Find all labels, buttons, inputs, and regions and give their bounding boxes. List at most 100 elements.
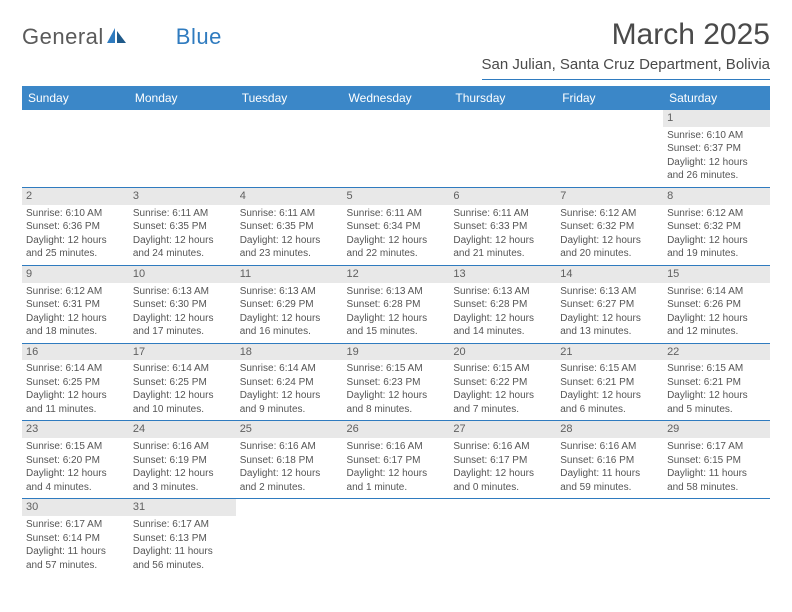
weekday-header: Wednesday — [343, 86, 450, 110]
calendar-cell: 30Sunrise: 6:17 AMSunset: 6:14 PMDayligh… — [22, 499, 129, 576]
daylight-text: and 1 minute. — [347, 481, 446, 495]
weekday-header: Thursday — [449, 86, 556, 110]
calendar-week-row: 23Sunrise: 6:15 AMSunset: 6:20 PMDayligh… — [22, 421, 770, 499]
sunrise-text: Sunrise: 6:11 AM — [133, 207, 232, 221]
day-number: 30 — [22, 499, 129, 516]
sunset-text: Sunset: 6:21 PM — [560, 376, 659, 390]
sunrise-text: Sunrise: 6:15 AM — [347, 362, 446, 376]
sunrise-text: Sunrise: 6:14 AM — [240, 362, 339, 376]
daylight-text: Daylight: 12 hours — [133, 467, 232, 481]
logo-text-blue: Blue — [176, 24, 222, 50]
day-number: 4 — [236, 188, 343, 205]
calendar-cell: 28Sunrise: 6:16 AMSunset: 6:16 PMDayligh… — [556, 421, 663, 499]
calendar-week-row: 9Sunrise: 6:12 AMSunset: 6:31 PMDaylight… — [22, 265, 770, 343]
sunrise-text: Sunrise: 6:12 AM — [26, 285, 125, 299]
sunset-text: Sunset: 6:25 PM — [133, 376, 232, 390]
calendar-cell: 11Sunrise: 6:13 AMSunset: 6:29 PMDayligh… — [236, 265, 343, 343]
weekday-header-row: SundayMondayTuesdayWednesdayThursdayFrid… — [22, 86, 770, 110]
day-number: 19 — [343, 344, 450, 361]
daylight-text: Daylight: 12 hours — [453, 389, 552, 403]
weekday-header: Friday — [556, 86, 663, 110]
day-number: 16 — [22, 344, 129, 361]
daylight-text: and 20 minutes. — [560, 247, 659, 261]
day-number: 8 — [663, 188, 770, 205]
daylight-text: and 6 minutes. — [560, 403, 659, 417]
sunset-text: Sunset: 6:23 PM — [347, 376, 446, 390]
daylight-text: Daylight: 12 hours — [347, 312, 446, 326]
daylight-text: Daylight: 12 hours — [26, 389, 125, 403]
day-number: 13 — [449, 266, 556, 283]
calendar-cell — [449, 499, 556, 576]
daylight-text: Daylight: 12 hours — [133, 389, 232, 403]
daylight-text: Daylight: 12 hours — [560, 234, 659, 248]
sunrise-text: Sunrise: 6:10 AM — [26, 207, 125, 221]
weekday-header: Tuesday — [236, 86, 343, 110]
sunrise-text: Sunrise: 6:10 AM — [667, 129, 766, 143]
sunrise-text: Sunrise: 6:15 AM — [453, 362, 552, 376]
sunset-text: Sunset: 6:16 PM — [560, 454, 659, 468]
daylight-text: Daylight: 12 hours — [560, 312, 659, 326]
daylight-text: Daylight: 11 hours — [560, 467, 659, 481]
daylight-text: and 14 minutes. — [453, 325, 552, 339]
sunset-text: Sunset: 6:20 PM — [26, 454, 125, 468]
day-number: 25 — [236, 421, 343, 438]
day-number: 20 — [449, 344, 556, 361]
location-text: San Julian, Santa Cruz Department, Boliv… — [482, 56, 770, 80]
daylight-text: Daylight: 12 hours — [667, 389, 766, 403]
sunset-text: Sunset: 6:22 PM — [453, 376, 552, 390]
calendar-cell — [343, 110, 450, 187]
daylight-text: and 3 minutes. — [133, 481, 232, 495]
sunset-text: Sunset: 6:13 PM — [133, 532, 232, 546]
calendar-cell: 22Sunrise: 6:15 AMSunset: 6:21 PMDayligh… — [663, 343, 770, 421]
daylight-text: and 26 minutes. — [667, 169, 766, 183]
day-number: 29 — [663, 421, 770, 438]
calendar-cell: 14Sunrise: 6:13 AMSunset: 6:27 PMDayligh… — [556, 265, 663, 343]
daylight-text: Daylight: 12 hours — [240, 234, 339, 248]
sunrise-text: Sunrise: 6:15 AM — [26, 440, 125, 454]
day-number: 24 — [129, 421, 236, 438]
day-number: 3 — [129, 188, 236, 205]
daylight-text: and 59 minutes. — [560, 481, 659, 495]
calendar-cell: 12Sunrise: 6:13 AMSunset: 6:28 PMDayligh… — [343, 265, 450, 343]
day-number: 2 — [22, 188, 129, 205]
calendar-cell: 16Sunrise: 6:14 AMSunset: 6:25 PMDayligh… — [22, 343, 129, 421]
daylight-text: Daylight: 12 hours — [240, 389, 339, 403]
daylight-text: and 56 minutes. — [133, 559, 232, 573]
daylight-text: and 58 minutes. — [667, 481, 766, 495]
calendar-cell: 15Sunrise: 6:14 AMSunset: 6:26 PMDayligh… — [663, 265, 770, 343]
calendar-cell — [236, 499, 343, 576]
day-number: 6 — [449, 188, 556, 205]
calendar-cell: 25Sunrise: 6:16 AMSunset: 6:18 PMDayligh… — [236, 421, 343, 499]
calendar-cell: 3Sunrise: 6:11 AMSunset: 6:35 PMDaylight… — [129, 187, 236, 265]
day-number: 11 — [236, 266, 343, 283]
weekday-header: Saturday — [663, 86, 770, 110]
weekday-header: Sunday — [22, 86, 129, 110]
calendar-cell: 31Sunrise: 6:17 AMSunset: 6:13 PMDayligh… — [129, 499, 236, 576]
daylight-text: and 16 minutes. — [240, 325, 339, 339]
daylight-text: and 13 minutes. — [560, 325, 659, 339]
calendar-cell — [556, 110, 663, 187]
sunrise-text: Sunrise: 6:16 AM — [240, 440, 339, 454]
calendar-cell: 9Sunrise: 6:12 AMSunset: 6:31 PMDaylight… — [22, 265, 129, 343]
sunrise-text: Sunrise: 6:16 AM — [347, 440, 446, 454]
daylight-text: Daylight: 12 hours — [667, 234, 766, 248]
daylight-text: Daylight: 12 hours — [26, 312, 125, 326]
daylight-text: and 5 minutes. — [667, 403, 766, 417]
day-number: 14 — [556, 266, 663, 283]
daylight-text: and 18 minutes. — [26, 325, 125, 339]
daylight-text: and 4 minutes. — [26, 481, 125, 495]
sunset-text: Sunset: 6:25 PM — [26, 376, 125, 390]
calendar-table: SundayMondayTuesdayWednesdayThursdayFrid… — [22, 86, 770, 576]
daylight-text: Daylight: 12 hours — [133, 234, 232, 248]
day-number: 22 — [663, 344, 770, 361]
daylight-text: Daylight: 12 hours — [240, 467, 339, 481]
daylight-text: and 24 minutes. — [133, 247, 232, 261]
daylight-text: and 0 minutes. — [453, 481, 552, 495]
day-number: 17 — [129, 344, 236, 361]
daylight-text: and 21 minutes. — [453, 247, 552, 261]
calendar-cell: 23Sunrise: 6:15 AMSunset: 6:20 PMDayligh… — [22, 421, 129, 499]
daylight-text: Daylight: 12 hours — [453, 234, 552, 248]
sunset-text: Sunset: 6:34 PM — [347, 220, 446, 234]
calendar-cell: 27Sunrise: 6:16 AMSunset: 6:17 PMDayligh… — [449, 421, 556, 499]
daylight-text: and 2 minutes. — [240, 481, 339, 495]
